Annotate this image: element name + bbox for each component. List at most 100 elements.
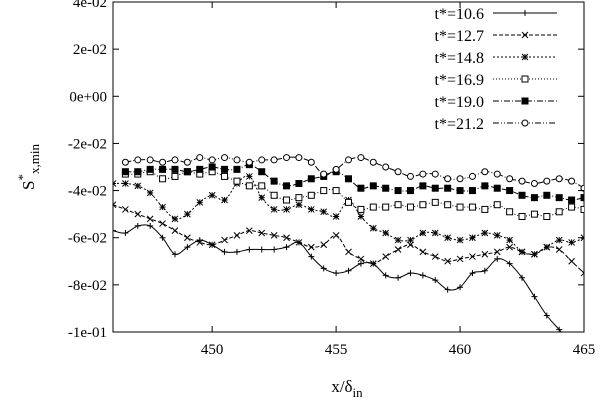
data-point xyxy=(196,239,204,246)
series-4 xyxy=(121,168,584,220)
data-point xyxy=(568,239,575,246)
data-point xyxy=(183,158,191,166)
data-point xyxy=(369,158,377,166)
data-point xyxy=(531,250,538,258)
data-point xyxy=(369,182,377,190)
data-point xyxy=(208,156,216,164)
data-point xyxy=(307,158,315,166)
data-point xyxy=(506,187,514,195)
data-point xyxy=(357,213,365,220)
data-point xyxy=(431,184,439,192)
data-point xyxy=(419,272,426,279)
data-point xyxy=(196,165,204,173)
data-point xyxy=(295,180,303,187)
data-point xyxy=(468,187,476,195)
series-line xyxy=(113,224,562,332)
data-point xyxy=(113,180,117,187)
data-point xyxy=(518,248,526,256)
data-point xyxy=(246,246,253,253)
data-point xyxy=(270,206,278,213)
legend-label: t*=10.6 xyxy=(435,6,484,23)
data-point xyxy=(543,243,551,251)
data-point xyxy=(258,229,266,237)
data-point xyxy=(245,182,253,190)
y-axis-label: S*x,min xyxy=(15,144,42,190)
data-point xyxy=(258,194,266,201)
data-point xyxy=(419,248,427,256)
data-point xyxy=(543,191,551,199)
data-point xyxy=(506,260,513,267)
data-point xyxy=(332,232,340,239)
data-point xyxy=(345,156,352,164)
data-point xyxy=(283,234,290,242)
x-axis-label-main: x/δ xyxy=(331,377,352,396)
data-point xyxy=(444,234,452,242)
data-point xyxy=(221,165,229,173)
y-tick-label: -2e-02 xyxy=(68,136,107,152)
data-point xyxy=(208,191,216,199)
x-tick-label: 465 xyxy=(573,342,596,358)
data-point xyxy=(518,191,526,199)
data-point xyxy=(146,189,154,197)
data-point xyxy=(122,230,129,236)
data-point xyxy=(369,203,377,211)
data-point xyxy=(419,170,427,178)
data-point xyxy=(283,154,291,162)
data-point xyxy=(444,184,452,192)
legend-label: t*=12.7 xyxy=(435,28,484,45)
data-point xyxy=(369,260,377,267)
data-point xyxy=(184,234,191,242)
data-point xyxy=(580,194,584,202)
data-point xyxy=(357,255,365,263)
data-point xyxy=(233,156,241,164)
data-point xyxy=(444,257,452,265)
data-point xyxy=(121,168,129,176)
data-point xyxy=(580,205,584,213)
data-point xyxy=(506,243,513,251)
data-point xyxy=(332,213,340,220)
series-layer xyxy=(113,154,584,332)
data-point xyxy=(134,168,142,176)
data-point xyxy=(332,165,340,173)
data-point xyxy=(369,224,377,232)
data-point xyxy=(431,253,439,260)
data-point xyxy=(519,274,526,281)
data-point xyxy=(295,154,303,162)
data-point xyxy=(382,272,389,279)
data-point xyxy=(555,208,563,216)
data-point xyxy=(568,177,576,185)
data-point xyxy=(468,172,476,180)
data-point xyxy=(456,175,464,183)
data-point xyxy=(320,170,328,178)
data-point xyxy=(159,175,167,183)
x-axis-label-sub: in xyxy=(353,385,364,400)
data-point xyxy=(543,312,550,319)
x-axis-label: x/δin xyxy=(331,377,363,400)
data-point xyxy=(283,182,291,190)
data-point xyxy=(345,175,352,183)
data-point xyxy=(518,177,526,185)
data-point xyxy=(233,248,240,255)
series-6 xyxy=(121,154,584,192)
data-point xyxy=(469,234,476,242)
data-point xyxy=(159,220,166,227)
data-point xyxy=(518,213,526,220)
data-point xyxy=(184,244,191,251)
data-point xyxy=(382,229,390,237)
y-tick-label: 2e-02 xyxy=(73,42,107,58)
data-point xyxy=(444,286,451,293)
data-point xyxy=(493,248,501,256)
data-point xyxy=(394,201,402,209)
data-point xyxy=(270,191,278,199)
data-point xyxy=(555,194,563,202)
data-point xyxy=(159,165,167,173)
data-point xyxy=(171,215,179,223)
legend-label: t*=21.2 xyxy=(435,116,484,133)
data-point xyxy=(233,177,241,185)
data-point xyxy=(568,196,576,204)
data-point xyxy=(332,187,340,195)
data-point xyxy=(258,246,265,253)
legend-label: t*=16.9 xyxy=(435,72,484,89)
data-point xyxy=(270,232,278,239)
